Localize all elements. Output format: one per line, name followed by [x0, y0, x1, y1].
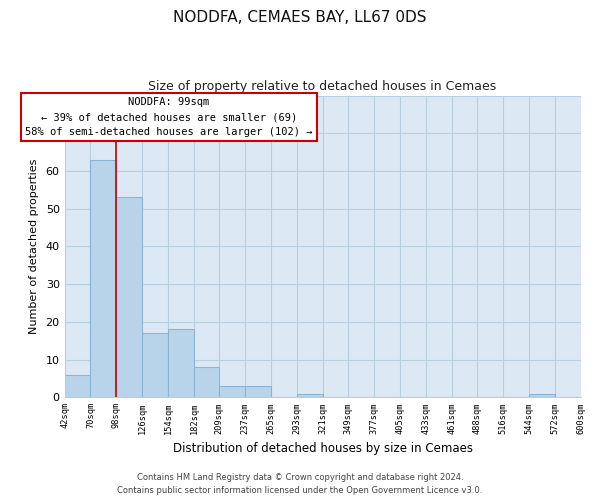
Bar [168, 330, 194, 398]
Bar [194, 367, 219, 398]
X-axis label: Distribution of detached houses by size in Cemaes: Distribution of detached houses by size … [173, 442, 473, 455]
Y-axis label: Number of detached properties: Number of detached properties [29, 158, 38, 334]
Bar [245, 386, 271, 398]
Text: Contains HM Land Registry data © Crown copyright and database right 2024.
Contai: Contains HM Land Registry data © Crown c… [118, 474, 482, 495]
Bar [91, 160, 116, 398]
Bar [116, 198, 142, 398]
Bar [529, 394, 554, 398]
Text: NODDFA: 99sqm
← 39% of detached houses are smaller (69)
58% of semi-detached hou: NODDFA: 99sqm ← 39% of detached houses a… [25, 98, 313, 137]
Bar [142, 333, 168, 398]
Title: Size of property relative to detached houses in Cemaes: Size of property relative to detached ho… [148, 80, 497, 93]
Bar [65, 374, 91, 398]
Bar [219, 386, 245, 398]
Bar [296, 394, 323, 398]
Text: NODDFA, CEMAES BAY, LL67 0DS: NODDFA, CEMAES BAY, LL67 0DS [173, 10, 427, 25]
